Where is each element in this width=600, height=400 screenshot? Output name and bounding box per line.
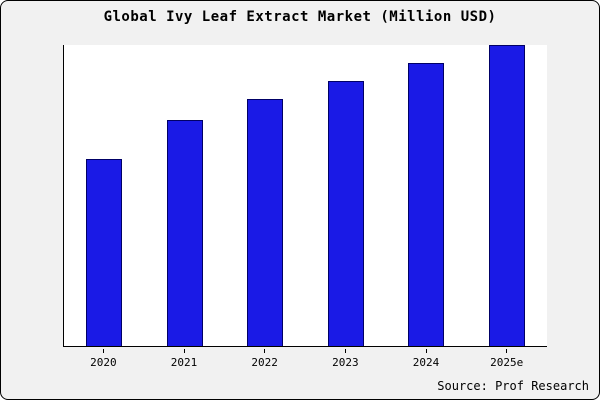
x-axis-label-2022: 2022 (251, 356, 278, 369)
x-axis-label-2021: 2021 (170, 356, 198, 369)
bar-2022 (247, 99, 284, 346)
x-label-cell-2022: 2022 (224, 349, 305, 371)
x-axis-label-2025e: 2025e (490, 356, 524, 369)
bar-slot-2022 (225, 45, 306, 346)
bar-slot-2025e (467, 45, 548, 346)
bar-slot-2020 (64, 45, 145, 346)
source-attribution: Source: Prof Research (437, 379, 589, 393)
bar-2020 (86, 159, 123, 346)
x-label-cell-2020: 2020 (63, 349, 144, 371)
x-label-cell-2024: 2024 (386, 349, 467, 371)
x-label-cell-2021: 2021 (144, 349, 225, 371)
x-axis-tick (102, 349, 104, 353)
bar-slot-2023 (306, 45, 387, 346)
bar-2024 (408, 63, 445, 346)
bar-slot-2021 (145, 45, 226, 346)
x-label-cell-2023: 2023 (305, 349, 386, 371)
x-axis-tick (506, 349, 508, 353)
x-label-cell-2025e: 2025e (466, 349, 547, 371)
x-axis-label-2020: 2020 (90, 356, 117, 369)
x-axis-label-2023: 2023 (332, 356, 359, 369)
x-axis-tick (264, 349, 266, 353)
x-axis-tick (344, 349, 346, 353)
x-axis-labels: 2020 2021 2022 2023 2024 2025e (63, 349, 547, 371)
bar-2025e (488, 45, 525, 346)
chart-title: Global Ivy Leaf Extract Market (Million … (103, 9, 497, 25)
x-axis-label-2024: 2024 (412, 356, 440, 369)
x-axis-tick (183, 349, 185, 353)
x-axis-tick (425, 349, 427, 353)
plot-area (63, 45, 547, 347)
bar-slot-2024 (386, 45, 467, 346)
bar-2023 (327, 81, 364, 346)
chart-area (63, 45, 547, 347)
bar-2021 (166, 120, 203, 346)
